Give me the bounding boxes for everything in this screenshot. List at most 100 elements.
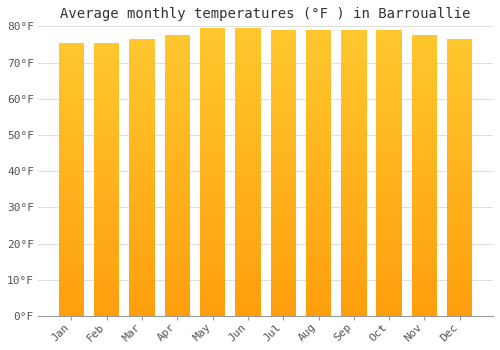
Bar xyxy=(59,160,84,162)
Bar xyxy=(94,257,120,259)
Bar xyxy=(235,149,260,150)
Bar xyxy=(235,178,260,179)
Bar xyxy=(341,286,366,287)
Bar xyxy=(59,307,84,308)
Bar xyxy=(200,122,226,123)
Bar xyxy=(130,255,155,257)
Bar xyxy=(412,142,437,144)
Bar xyxy=(376,206,402,207)
Bar xyxy=(376,300,402,302)
Bar xyxy=(376,275,402,276)
Bar xyxy=(447,128,472,129)
Bar xyxy=(200,89,226,90)
Bar xyxy=(130,68,155,69)
Bar xyxy=(130,268,155,269)
Bar xyxy=(376,246,402,247)
Bar xyxy=(130,264,155,265)
Bar xyxy=(164,271,190,273)
Bar xyxy=(376,117,402,119)
Bar xyxy=(270,298,296,299)
Bar xyxy=(341,217,366,219)
Bar xyxy=(164,91,190,93)
Bar xyxy=(270,164,296,166)
Bar xyxy=(341,102,366,103)
Bar xyxy=(341,150,366,152)
Bar xyxy=(200,246,226,247)
Bar xyxy=(376,76,402,77)
Bar xyxy=(164,199,190,201)
Bar xyxy=(447,176,472,177)
Bar xyxy=(376,34,402,36)
Bar xyxy=(235,83,260,84)
Bar xyxy=(164,292,190,294)
Bar xyxy=(59,182,84,183)
Bar xyxy=(412,275,437,277)
Bar xyxy=(200,132,226,133)
Bar xyxy=(130,85,155,86)
Bar xyxy=(130,71,155,72)
Bar xyxy=(235,61,260,63)
Bar xyxy=(164,138,190,139)
Bar xyxy=(306,180,331,182)
Bar xyxy=(447,144,472,146)
Bar xyxy=(130,312,155,313)
Bar xyxy=(270,47,296,49)
Bar xyxy=(447,157,472,158)
Bar xyxy=(306,272,331,273)
Bar xyxy=(376,107,402,108)
Bar xyxy=(306,80,331,82)
Bar xyxy=(341,237,366,239)
Bar xyxy=(130,216,155,218)
Bar xyxy=(412,197,437,198)
Bar xyxy=(164,59,190,61)
Bar xyxy=(341,32,366,33)
Bar xyxy=(200,181,226,182)
Bar xyxy=(306,239,331,240)
Bar xyxy=(130,97,155,99)
Bar xyxy=(447,121,472,122)
Bar xyxy=(235,40,260,41)
Bar xyxy=(376,276,402,278)
Bar xyxy=(94,229,120,230)
Bar xyxy=(235,231,260,233)
Bar xyxy=(447,139,472,140)
Bar xyxy=(270,199,296,200)
Bar xyxy=(164,184,190,186)
Bar xyxy=(235,214,260,215)
Bar xyxy=(94,292,120,293)
Bar xyxy=(130,283,155,284)
Bar xyxy=(164,103,190,104)
Bar xyxy=(59,231,84,233)
Bar xyxy=(200,37,226,38)
Bar xyxy=(341,123,366,124)
Bar xyxy=(412,268,437,270)
Bar xyxy=(376,190,402,191)
Bar xyxy=(376,228,402,229)
Bar xyxy=(164,110,190,111)
Bar xyxy=(306,200,331,202)
Bar xyxy=(341,276,366,278)
Bar xyxy=(235,142,260,143)
Bar xyxy=(130,259,155,261)
Bar xyxy=(59,168,84,170)
Bar xyxy=(164,245,190,246)
Bar xyxy=(59,241,84,242)
Bar xyxy=(130,100,155,101)
Bar xyxy=(376,126,402,127)
Bar xyxy=(164,285,190,287)
Bar xyxy=(341,140,366,141)
Bar xyxy=(235,132,260,133)
Bar xyxy=(306,40,331,41)
Bar xyxy=(235,169,260,171)
Bar xyxy=(130,244,155,245)
Bar xyxy=(447,147,472,148)
Bar xyxy=(235,34,260,35)
Bar xyxy=(164,106,190,107)
Bar xyxy=(376,310,402,312)
Bar xyxy=(447,194,472,196)
Bar xyxy=(306,100,331,102)
Bar xyxy=(376,279,402,280)
Bar xyxy=(200,107,226,109)
Bar xyxy=(376,249,402,250)
Bar xyxy=(270,54,296,56)
